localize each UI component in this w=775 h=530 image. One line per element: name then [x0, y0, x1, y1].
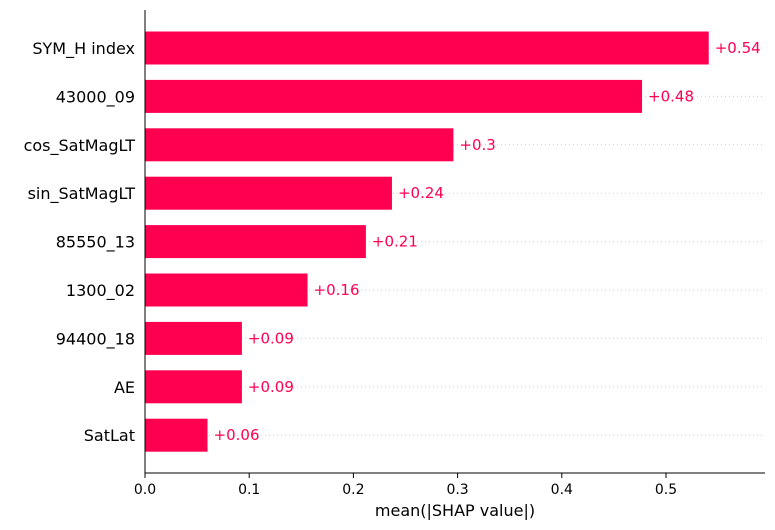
bar [145, 128, 454, 162]
x-tick-label: 0.1 [238, 482, 260, 498]
bar [145, 225, 366, 259]
bar [145, 79, 643, 113]
data-label: +0.09 [248, 329, 294, 347]
data-label: +0.16 [314, 281, 360, 299]
bar [145, 370, 242, 404]
data-label: +0.21 [372, 233, 418, 251]
data-label: +0.09 [248, 378, 294, 396]
bar [145, 273, 308, 307]
bars [145, 31, 709, 452]
x-tick-label: 0.4 [551, 482, 573, 498]
bar [145, 418, 208, 452]
data-label: +0.54 [715, 39, 761, 57]
x-tick-label: 0.0 [134, 482, 156, 498]
data-labels: +0.54 +0.48 +0.3 +0.24 +0.21 +0.16 +0.09 +0.09 +… [214, 39, 761, 444]
x-axis-label: mean(|SHAP value|) [375, 501, 535, 520]
category-label: 94400_18 [56, 329, 135, 349]
x-tick-label: 0.3 [446, 482, 468, 498]
x-tick-label: 0.5 [655, 482, 677, 498]
x-tick-label: 0.2 [342, 482, 364, 498]
category-label: SYM_H index [32, 39, 135, 59]
data-label: +0.24 [398, 184, 444, 202]
category-label: SatLat [84, 426, 135, 445]
category-label: cos_SatMagLT [24, 136, 136, 156]
bar [145, 321, 242, 355]
category-labels: SYM_H index 43000_09 cos_SatMagLT sin_SatMa… [24, 39, 136, 445]
data-label: +0.48 [648, 87, 694, 105]
category-label: 1300_02 [66, 281, 135, 301]
category-label: sin_SatMagLT [28, 184, 136, 204]
data-label: +0.06 [214, 426, 260, 444]
category-label: 85550_13 [56, 233, 135, 253]
category-label: AE [114, 378, 135, 397]
data-label: +0.3 [459, 136, 495, 154]
category-label: 43000_09 [56, 87, 135, 107]
bar [145, 31, 709, 65]
x-ticks: 0.0 0.1 0.2 0.3 0.4 0.5 [134, 473, 677, 498]
bar [145, 176, 392, 210]
